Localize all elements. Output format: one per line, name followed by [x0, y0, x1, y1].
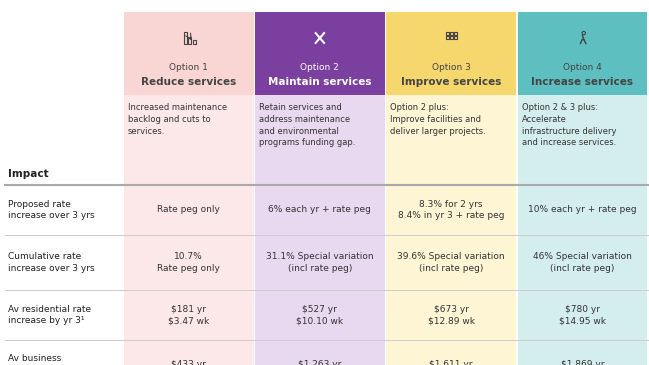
Bar: [386, 235, 516, 290]
Text: 10% each yr + rate peg: 10% each yr + rate peg: [528, 205, 637, 215]
Bar: [386, 12, 516, 95]
Bar: [255, 290, 385, 340]
Bar: [255, 12, 385, 95]
Bar: [386, 95, 516, 185]
Text: Maintain services: Maintain services: [268, 77, 372, 87]
Bar: [255, 235, 385, 290]
Text: $673 yr
$12.89 wk: $673 yr $12.89 wk: [428, 305, 474, 326]
Bar: [124, 235, 254, 290]
Bar: [517, 235, 647, 290]
Bar: [447, 32, 449, 35]
Text: Option 2: Option 2: [300, 62, 339, 72]
Text: $433 yr
$8.30 wk: $433 yr $8.30 wk: [168, 360, 210, 365]
Bar: [517, 290, 647, 340]
Bar: [386, 185, 516, 235]
Bar: [255, 185, 385, 235]
Bar: [517, 340, 647, 365]
Text: Increased maintenance
backlog and cuts to
services.: Increased maintenance backlog and cuts t…: [128, 103, 227, 136]
Bar: [124, 95, 254, 185]
Bar: [386, 290, 516, 340]
Text: 39.6% Special variation
(incl rate peg): 39.6% Special variation (incl rate peg): [397, 252, 505, 273]
Text: $1,869 yr
$35.80 wk: $1,869 yr $35.80 wk: [559, 360, 606, 365]
Bar: [450, 32, 453, 35]
Bar: [124, 12, 254, 95]
Text: Retain services and
address maintenance
and environmental
programs funding gap.: Retain services and address maintenance …: [259, 103, 356, 147]
Text: Option 1: Option 1: [169, 62, 208, 72]
Text: 6% each yr + rate peg: 6% each yr + rate peg: [269, 205, 371, 215]
Bar: [193, 40, 196, 44]
Bar: [454, 32, 457, 35]
Bar: [124, 290, 254, 340]
Text: Option 2 & 3 plus:
Accelerate
infrastructure delivery
and increase services.: Option 2 & 3 plus: Accelerate infrastruc…: [522, 103, 617, 147]
Text: $181 yr
$3.47 wk: $181 yr $3.47 wk: [168, 305, 209, 326]
Bar: [454, 36, 457, 39]
Text: Cumulative rate
increase over 3 yrs: Cumulative rate increase over 3 yrs: [8, 252, 95, 273]
Text: $780 yr
$14.95 wk: $780 yr $14.95 wk: [559, 305, 606, 326]
Bar: [124, 185, 254, 235]
Text: Rate peg only: Rate peg only: [157, 205, 220, 215]
Text: Av residential rate
increase by yr 3¹: Av residential rate increase by yr 3¹: [8, 305, 91, 325]
Text: Option 3: Option 3: [432, 62, 471, 72]
Bar: [517, 95, 647, 185]
Bar: [255, 340, 385, 365]
Text: Option 4: Option 4: [563, 62, 602, 72]
Text: Option 2 plus:
Improve facilities and
deliver larger projects.: Option 2 plus: Improve facilities and de…: [391, 103, 486, 136]
Text: Av business
(general)² rate
increase by yr 3³: Av business (general)² rate increase by …: [8, 354, 84, 365]
Text: $1,611 yr
$30.86 wk: $1,611 yr $30.86 wk: [428, 360, 474, 365]
Text: 46% Special variation
(incl rate peg): 46% Special variation (incl rate peg): [533, 252, 632, 273]
Bar: [517, 185, 647, 235]
Bar: [184, 32, 187, 44]
Bar: [188, 36, 191, 44]
Bar: [447, 36, 449, 39]
Text: Improve services: Improve services: [401, 77, 501, 87]
Text: 10.7%
Rate peg only: 10.7% Rate peg only: [157, 252, 220, 273]
Text: Reduce services: Reduce services: [141, 77, 236, 87]
Text: $1,263 yr
$24.19 wk: $1,263 yr $24.19 wk: [297, 360, 343, 365]
Text: 8.3% for 2 yrs
8.4% in yr 3 + rate peg: 8.3% for 2 yrs 8.4% in yr 3 + rate peg: [398, 200, 504, 220]
Bar: [255, 95, 385, 185]
Bar: [386, 340, 516, 365]
Bar: [124, 340, 254, 365]
Text: $527 yr
$10.10 wk: $527 yr $10.10 wk: [297, 305, 343, 326]
Text: Increase services: Increase services: [532, 77, 633, 87]
Bar: [450, 36, 453, 39]
Bar: [517, 12, 647, 95]
Text: Impact: Impact: [8, 169, 49, 179]
Text: 31.1% Special variation
(incl rate peg): 31.1% Special variation (incl rate peg): [266, 252, 374, 273]
Text: Proposed rate
increase over 3 yrs: Proposed rate increase over 3 yrs: [8, 200, 95, 220]
